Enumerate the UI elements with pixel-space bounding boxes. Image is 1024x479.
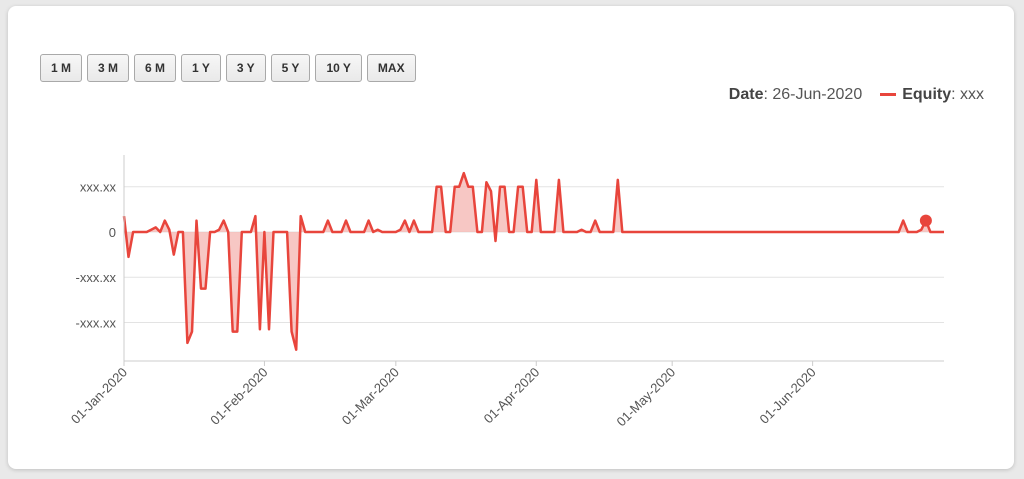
range-button-1m[interactable]: 1 M [40, 54, 83, 82]
highlight-point-layer [919, 214, 932, 227]
range-button-3m[interactable]: 3 M [87, 54, 130, 82]
x-tick-label: 01-Jan-2020 [68, 365, 130, 427]
series-line [122, 171, 944, 351]
range-button-6m[interactable]: 6 M [134, 54, 177, 82]
y-tick-label: 0 [109, 225, 116, 240]
x-tick-label: 01-May-2020 [614, 365, 679, 430]
range-button-10y[interactable]: 10 Y [315, 54, 362, 82]
y-tick-label: -xxx.xx [76, 316, 117, 331]
legend-series[interactable]: Equity: xxx [880, 86, 984, 104]
x-tick-label: 01-Jun-2020 [757, 365, 819, 427]
x-tick-label: 01-Mar-2020 [339, 365, 402, 428]
legend-series-value: xxx [960, 86, 984, 103]
y-tick-label: xxx.xx [80, 180, 117, 195]
x-tick-label: 01-Feb-2020 [207, 365, 270, 428]
chart-legend: Date: 26-Jun-2020 Equity: xxx [729, 86, 984, 104]
range-button-5y[interactable]: 5 Y [270, 54, 311, 82]
legend-line-swatch [880, 93, 897, 97]
legend-date-value: 26-Jun-2020 [772, 86, 863, 103]
legend-series-label: Equity [902, 86, 952, 103]
axes [123, 155, 944, 366]
range-button-1y[interactable]: 1 Y [181, 54, 221, 82]
legend-date-label: Date [728, 86, 764, 103]
range-button-3y[interactable]: 3 Y [225, 54, 266, 82]
legend-date: Date: 26-Jun-2020 [728, 86, 863, 103]
y-tick-label: -xxx.xx [76, 270, 117, 285]
x-tick-label: 01-Apr-2020 [481, 365, 543, 427]
highlight-point [919, 214, 932, 227]
series-line-path [122, 171, 944, 351]
range-button-max[interactable]: MAX [366, 54, 416, 82]
